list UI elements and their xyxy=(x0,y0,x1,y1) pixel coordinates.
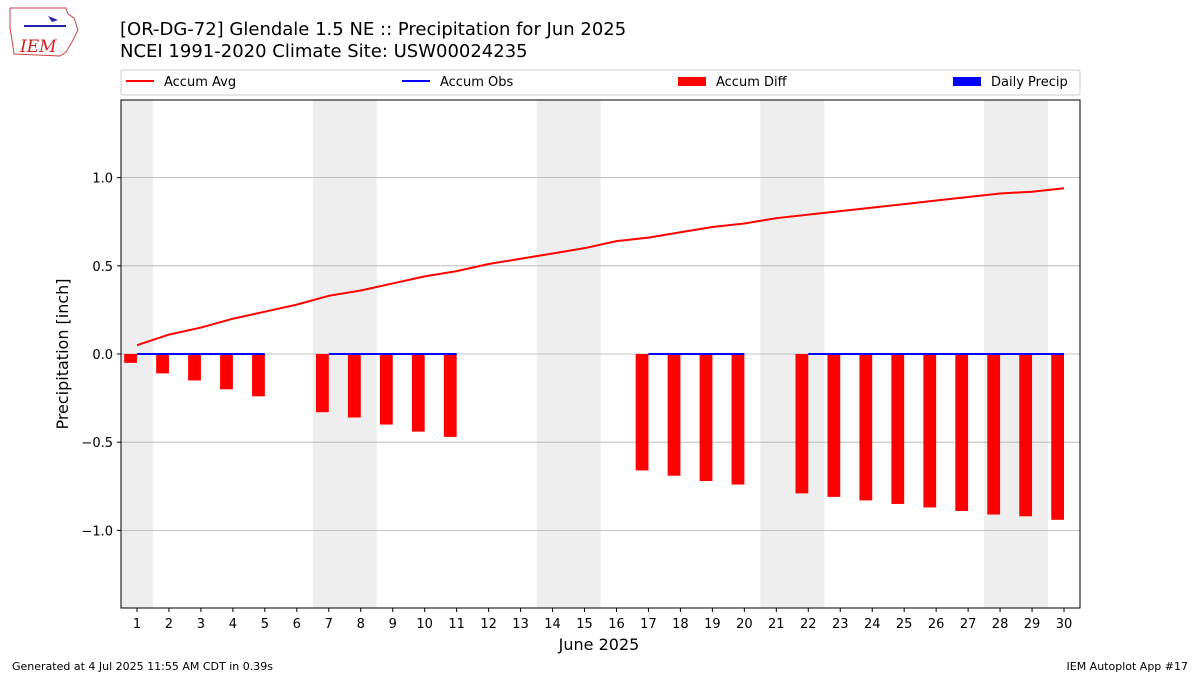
bar xyxy=(315,354,329,413)
bar xyxy=(347,354,361,418)
x-tick-label: 1 xyxy=(133,617,141,632)
x-tick-label: 27 xyxy=(960,617,977,632)
x-tick-label: 14 xyxy=(544,617,561,632)
logo: IEM xyxy=(9,7,79,57)
x-tick-label: 16 xyxy=(608,617,625,632)
x-tick-label: 2 xyxy=(165,617,173,632)
legend-swatch xyxy=(678,77,706,86)
x-tick-label: 9 xyxy=(389,617,397,632)
legend-swatch xyxy=(953,77,981,86)
legend-label: Accum Avg xyxy=(164,75,236,90)
x-tick-label: 6 xyxy=(293,617,301,632)
bar xyxy=(699,354,713,481)
x-tick-label: 18 xyxy=(672,617,689,632)
bar xyxy=(1051,354,1065,520)
bar xyxy=(443,354,457,437)
bar xyxy=(220,354,233,390)
legend xyxy=(120,69,1081,96)
bar xyxy=(795,354,809,494)
bar xyxy=(379,354,393,425)
y-tick-label: 0.0 xyxy=(92,348,113,363)
bar xyxy=(955,354,969,511)
legend-label: Accum Obs xyxy=(440,75,513,90)
logo-text: IEM xyxy=(19,37,57,57)
x-tick-label: 5 xyxy=(261,617,269,632)
bar xyxy=(827,354,841,497)
bar xyxy=(411,354,425,432)
x-tick-label: 30 xyxy=(1056,617,1073,632)
x-tick-label: 10 xyxy=(416,617,433,632)
plot-frame xyxy=(120,99,1081,609)
chart-title: [OR-DG-72] Glendale 1.5 NE :: Precipitat… xyxy=(120,19,626,40)
chart-subtitle: NCEI 1991-2020 Climate Site: USW00024235 xyxy=(120,41,528,62)
x-tick-label: 23 xyxy=(832,617,849,632)
x-tick-label: 22 xyxy=(800,617,817,632)
x-tick-label: 17 xyxy=(640,617,657,632)
x-tick-label: 15 xyxy=(576,617,593,632)
bar xyxy=(124,354,137,363)
x-tick-label: 19 xyxy=(704,617,721,632)
x-tick-label: 25 xyxy=(896,617,913,632)
bar xyxy=(859,354,873,501)
x-tick-label: 26 xyxy=(928,617,945,632)
line xyxy=(136,187,1065,347)
x-tick-label: 13 xyxy=(512,617,529,632)
y-tick-label: 1.0 xyxy=(92,172,113,187)
x-tick-label: 29 xyxy=(1024,617,1041,632)
x-axis-label: June 2025 xyxy=(558,635,640,654)
legend-label: Accum Diff xyxy=(716,75,788,90)
bar xyxy=(667,354,681,476)
footer-left: Generated at 4 Jul 2025 11:55 AM CDT in … xyxy=(12,660,273,673)
legend-label: Daily Precip xyxy=(991,75,1068,90)
x-tick-label: 28 xyxy=(992,617,1009,632)
bar xyxy=(188,354,201,381)
y-tick-label: −1.0 xyxy=(81,524,113,539)
y-tick-label: −0.5 xyxy=(81,436,113,451)
x-tick-label: 3 xyxy=(197,617,205,632)
bar xyxy=(987,354,1001,515)
x-tick-label: 20 xyxy=(736,617,753,632)
x-tick-label: 8 xyxy=(357,617,365,632)
x-tick-label: 24 xyxy=(864,617,881,632)
x-tick-label: 7 xyxy=(325,617,333,632)
y-tick-label: 0.5 xyxy=(92,260,113,275)
bar xyxy=(156,354,169,374)
footer-right: IEM Autoplot App #17 xyxy=(1067,660,1189,673)
bar xyxy=(731,354,745,485)
x-tick-label: 11 xyxy=(448,617,465,632)
x-tick-label: 4 xyxy=(229,617,237,632)
x-tick-label: 12 xyxy=(480,617,497,632)
bar xyxy=(1019,354,1033,517)
bar xyxy=(635,354,649,471)
x-tick-label: 21 xyxy=(768,617,785,632)
bar xyxy=(891,354,905,504)
y-axis-label: Precipitation [inch] xyxy=(53,278,72,429)
bar xyxy=(923,354,937,508)
bar xyxy=(252,354,265,397)
